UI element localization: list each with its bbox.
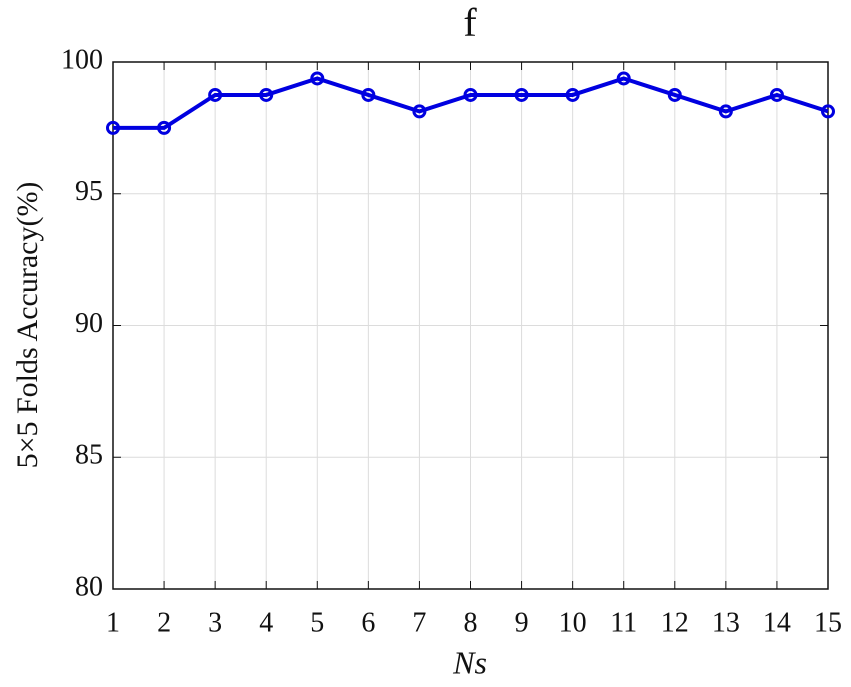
plot-frame [112,61,829,590]
x-tick-label: 2 [157,607,171,638]
data-point [616,71,631,86]
data-point [769,87,784,102]
data-point [208,87,223,102]
data-point [514,87,529,102]
x-tick-label: 9 [515,607,529,638]
data-point [310,71,325,86]
y-tick-label: 80 [75,571,103,602]
x-tick-label: 14 [763,607,791,638]
y-axis-label: 5×5 Folds Accuracy(%) [11,182,44,469]
x-tick-label: 12 [661,607,689,638]
y-tick-label: 90 [75,308,103,339]
data-point [565,87,580,102]
chart-title: f [463,0,477,45]
data-point [157,120,172,135]
x-tick-label: 8 [464,607,478,638]
x-axis-label: Ns [452,644,487,680]
data-point [259,87,274,102]
x-tick-label: 11 [610,607,637,638]
data-line [113,76,829,130]
data-point [412,104,427,119]
data-point [361,87,376,102]
x-tick-label: 5 [310,607,324,638]
x-tick-label: 4 [259,607,273,638]
data-point [667,87,682,102]
x-tick-label: 13 [712,607,740,638]
data-point [106,120,120,135]
data-point [463,87,478,102]
data-point [821,104,835,119]
x-tick-label: 15 [814,607,842,638]
data-point [718,104,733,119]
y-tick-label: 100 [61,44,103,75]
x-tick-label: 7 [412,607,426,638]
x-tick-label: 6 [361,607,375,638]
x-tick-label: 1 [106,607,120,638]
y-tick-label: 95 [75,176,103,207]
x-tick-label: 3 [208,607,222,638]
x-tick-label: 10 [559,607,587,638]
y-tick-label: 85 [75,440,103,471]
